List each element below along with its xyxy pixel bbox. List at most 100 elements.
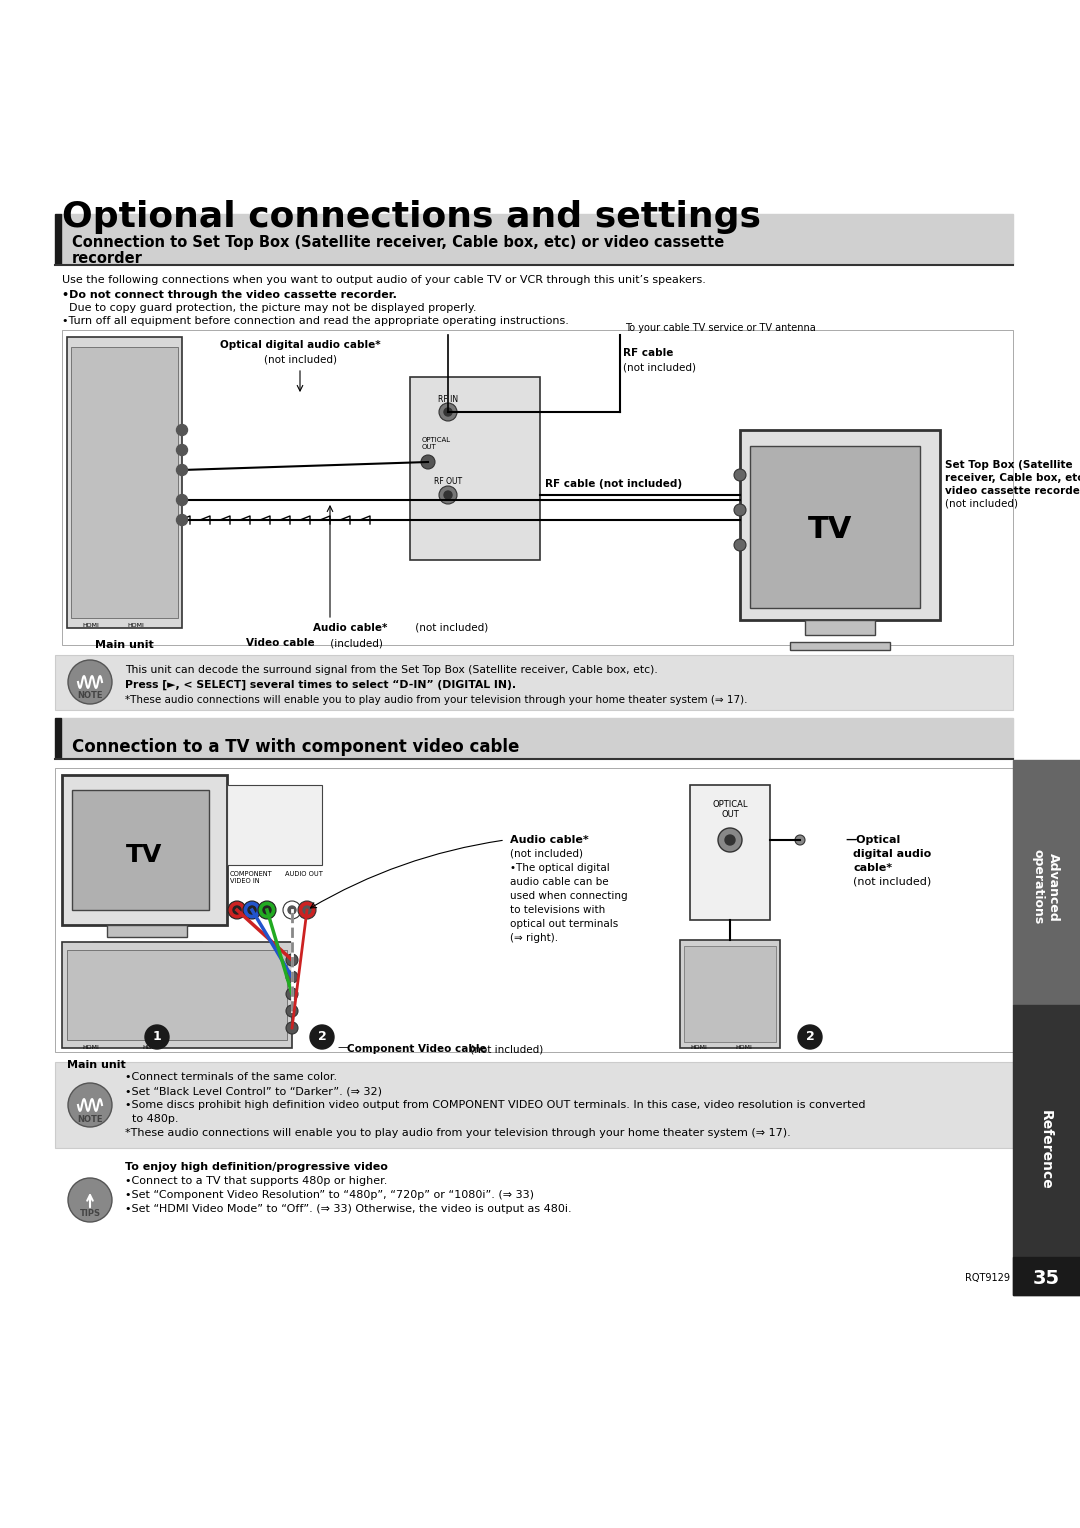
Text: HDMI: HDMI: [82, 623, 99, 628]
Text: NOTE: NOTE: [78, 692, 103, 700]
Text: (not included): (not included): [264, 354, 337, 364]
Circle shape: [734, 469, 746, 481]
Bar: [72, 790, 210, 911]
Circle shape: [145, 1025, 168, 1050]
Bar: [67, 338, 183, 628]
Bar: [107, 924, 187, 937]
Text: (included): (included): [327, 639, 383, 648]
Text: *These audio connections will enable you to play audio from your television thro: *These audio connections will enable you…: [125, 1128, 791, 1138]
Text: to televisions with: to televisions with: [510, 905, 605, 915]
Circle shape: [176, 495, 188, 506]
Bar: [62, 941, 292, 1048]
Text: receiver, Cable box, etc) or: receiver, Cable box, etc) or: [945, 474, 1080, 483]
Text: •Set “HDMI Video Mode” to “Off”. (⇒ 33) Otherwise, the video is output as 480i.: •Set “HDMI Video Mode” to “Off”. (⇒ 33) …: [125, 1204, 571, 1215]
Circle shape: [283, 902, 301, 918]
Bar: [789, 642, 890, 649]
Text: HDMI: HDMI: [141, 1045, 159, 1050]
Text: RF cable: RF cable: [623, 348, 673, 358]
Bar: [227, 785, 322, 865]
Text: HDMI: HDMI: [127, 623, 144, 628]
Text: video cassette recorder: video cassette recorder: [945, 486, 1080, 497]
Text: AUDIO OUT: AUDIO OUT: [285, 871, 323, 877]
Circle shape: [444, 408, 453, 416]
Text: Use the following connections when you want to output audio of your cable TV or : Use the following connections when you w…: [62, 275, 706, 286]
Circle shape: [248, 906, 256, 914]
Text: To enjoy high definition/progressive video: To enjoy high definition/progressive vid…: [125, 1161, 388, 1172]
Bar: [1013, 1258, 1080, 1296]
Text: Set Top Box (Satellite: Set Top Box (Satellite: [945, 460, 1072, 471]
Circle shape: [734, 504, 746, 516]
Circle shape: [734, 539, 746, 552]
Text: RF cable (not included): RF cable (not included): [545, 478, 683, 489]
Text: •Some discs prohibit high definition video output from COMPONENT VIDEO OUT termi: •Some discs prohibit high definition vid…: [125, 1100, 865, 1109]
Text: •The optical digital: •The optical digital: [510, 863, 610, 872]
Text: RF OUT: RF OUT: [434, 477, 462, 486]
Text: —: —: [337, 1042, 348, 1051]
Text: 2: 2: [318, 1030, 326, 1044]
Circle shape: [310, 1025, 334, 1050]
Text: Video cable: Video cable: [245, 639, 314, 648]
Text: TV: TV: [808, 515, 852, 544]
Circle shape: [228, 902, 246, 918]
Text: •Turn off all equipment before connection and read the appropriate operating ins: •Turn off all equipment before connectio…: [62, 316, 569, 325]
Bar: [684, 946, 777, 1042]
Text: (not included): (not included): [853, 877, 931, 886]
Bar: [410, 377, 540, 559]
Circle shape: [68, 1083, 112, 1128]
Text: TV: TV: [125, 843, 162, 866]
Bar: [690, 785, 770, 920]
Circle shape: [286, 953, 298, 966]
Circle shape: [68, 660, 112, 704]
Circle shape: [176, 445, 188, 455]
Circle shape: [286, 1005, 298, 1018]
Text: Main unit: Main unit: [67, 1060, 125, 1070]
Circle shape: [233, 906, 241, 914]
Circle shape: [725, 834, 735, 845]
Text: recorder: recorder: [72, 251, 143, 266]
Text: audio cable can be: audio cable can be: [510, 877, 609, 886]
Circle shape: [798, 1025, 822, 1050]
Bar: [60, 214, 1013, 264]
Text: •Set “Component Video Resolution” to “480p”, “720p” or “1080i”. (⇒ 33): •Set “Component Video Resolution” to “48…: [125, 1190, 534, 1199]
Text: Reference: Reference: [1039, 1111, 1053, 1190]
Bar: [55, 769, 1013, 1051]
Text: used when connecting: used when connecting: [510, 891, 627, 902]
Circle shape: [444, 490, 453, 500]
Text: HDMI: HDMI: [82, 1045, 99, 1050]
Circle shape: [298, 902, 316, 918]
Text: COMPONENT
VIDEO IN: COMPONENT VIDEO IN: [230, 871, 273, 885]
Bar: [805, 620, 875, 636]
Circle shape: [286, 970, 298, 983]
Bar: [1013, 759, 1080, 1005]
Text: This unit can decode the surround signal from the Set Top Box (Satellite receive: This unit can decode the surround signal…: [125, 665, 658, 675]
Text: Audio cable*: Audio cable*: [510, 834, 589, 845]
Bar: [55, 214, 60, 264]
Text: (not included): (not included): [623, 362, 696, 371]
Circle shape: [176, 515, 188, 526]
Text: to 480p.: to 480p.: [125, 1114, 178, 1125]
Text: Connection to a TV with component video cable: Connection to a TV with component video …: [72, 738, 519, 756]
Text: HDMI: HDMI: [690, 1045, 707, 1050]
Text: Optional connections and settings: Optional connections and settings: [62, 200, 761, 234]
Text: •Connect to a TV that supports 480p or higher.: •Connect to a TV that supports 480p or h…: [125, 1177, 388, 1186]
Text: OPTICAL
OUT: OPTICAL OUT: [422, 437, 451, 451]
Text: •Set “Black Level Control” to “Darker”. (⇒ 32): •Set “Black Level Control” to “Darker”. …: [125, 1086, 382, 1096]
Text: TIPS: TIPS: [80, 1210, 100, 1218]
Text: optical out terminals: optical out terminals: [510, 918, 618, 929]
Text: Component Video cable: Component Video cable: [347, 1044, 487, 1054]
Text: digital audio: digital audio: [853, 850, 931, 859]
Bar: [67, 950, 287, 1041]
Circle shape: [288, 906, 296, 914]
Bar: [62, 330, 1013, 645]
Text: cable*: cable*: [853, 863, 892, 872]
Text: 1: 1: [152, 1030, 161, 1044]
Text: Main unit: Main unit: [95, 640, 153, 649]
Circle shape: [264, 906, 271, 914]
Circle shape: [176, 425, 188, 435]
Text: 35: 35: [1032, 1268, 1059, 1288]
Bar: [55, 718, 60, 758]
Text: Connection to Set Top Box (Satellite receiver, Cable box, etc) or video cassette: Connection to Set Top Box (Satellite rec…: [72, 235, 725, 251]
Text: RQT9129: RQT9129: [966, 1273, 1010, 1284]
Text: HDMI: HDMI: [735, 1045, 752, 1050]
Circle shape: [718, 828, 742, 853]
